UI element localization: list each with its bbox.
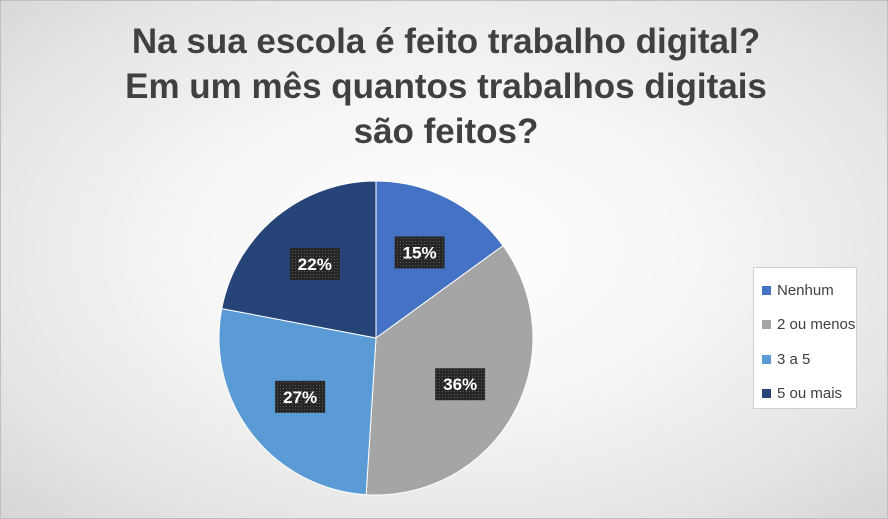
data-label-text: 22%	[298, 255, 332, 274]
legend-item-3-a-5: 3 a 5	[762, 342, 856, 377]
legend-swatch	[762, 320, 771, 330]
chart-title: Na sua escola é feito trabalho digital? …	[125, 22, 767, 151]
legend-label: 2 ou menos	[777, 316, 856, 334]
legend-swatch	[762, 285, 771, 295]
data-label-box	[435, 368, 486, 401]
legend-item-5-ou-mais: 5 ou mais	[762, 377, 856, 412]
data-label: 27%	[275, 380, 326, 413]
legend-item-2-ou-menos: 2 ou menos	[762, 308, 856, 343]
data-label-box	[289, 248, 340, 281]
legend-item-nenhum: Nenhum	[762, 273, 856, 308]
legend-label: 5 ou mais	[777, 385, 843, 403]
data-label-text: 15%	[403, 243, 437, 262]
data-label-text: 27%	[283, 388, 317, 407]
data-label-box	[394, 236, 445, 269]
legend: Nenhum 2 ou menos 3 a 5 5 ou mais	[753, 267, 857, 409]
legend-swatch	[762, 354, 771, 364]
legend-label: 3 a 5	[777, 350, 811, 368]
data-label: 22%	[289, 248, 340, 281]
legend-label: Nenhum	[777, 281, 834, 299]
data-label-box	[275, 380, 326, 413]
data-label-text: 36%	[443, 375, 477, 394]
legend-swatch	[762, 389, 771, 399]
data-label: 15%	[394, 236, 445, 269]
data-label: 36%	[435, 368, 486, 401]
